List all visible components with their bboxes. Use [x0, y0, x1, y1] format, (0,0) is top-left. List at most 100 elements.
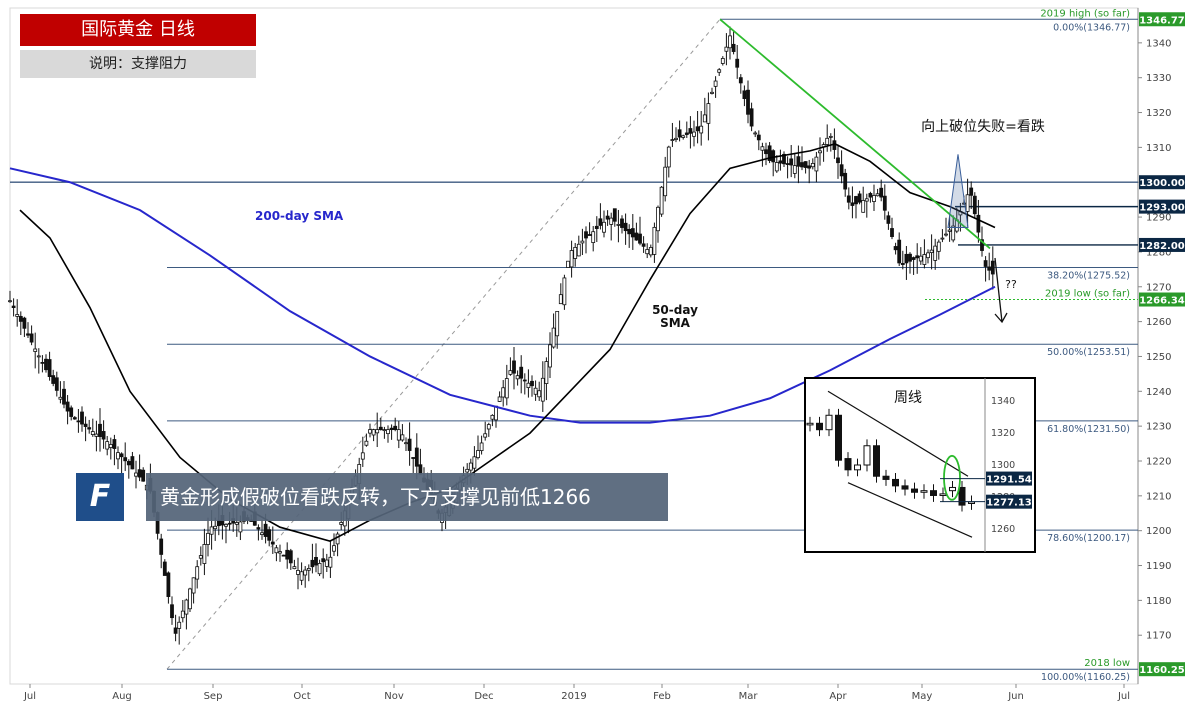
- inset-candle-up: [863, 445, 871, 466]
- inset-price-tag-label: 1291.54: [986, 475, 1032, 486]
- candle-down: [216, 519, 221, 527]
- candle-up: [184, 599, 189, 615]
- candle-down: [47, 359, 52, 377]
- candle-up: [8, 300, 12, 303]
- inset-candle-down: [816, 422, 823, 431]
- candle-up: [681, 135, 686, 138]
- candle-up: [58, 396, 63, 400]
- sma200-label: 200-day SMA: [255, 209, 344, 223]
- candle-up: [526, 382, 531, 389]
- x-tick-label: Sep: [204, 691, 223, 702]
- candle-up: [818, 150, 822, 154]
- fib-label: 78.60%(1200.17): [1047, 533, 1130, 544]
- candle-up: [706, 103, 711, 124]
- candle-down: [411, 457, 416, 459]
- candle-down: [407, 438, 412, 451]
- candle-down: [44, 358, 48, 371]
- inset-y-tick-label: 1340: [991, 396, 1015, 407]
- candle-down: [612, 208, 617, 222]
- candle-up: [724, 46, 729, 52]
- candle-up: [375, 429, 380, 434]
- candle-down: [800, 162, 804, 168]
- inset-breakout-circle: [943, 454, 961, 501]
- level-label: 2019 low (so far): [1045, 289, 1130, 300]
- candle-down: [983, 260, 988, 267]
- candle-up: [861, 200, 866, 213]
- price-tag-label: 1346.77: [1139, 15, 1185, 26]
- inset-candle-down: [911, 488, 918, 493]
- candle-up: [609, 217, 614, 225]
- candle-up: [36, 355, 41, 358]
- candle-up: [465, 468, 470, 473]
- inset-price-tag: [986, 494, 1032, 509]
- candle-up: [666, 146, 671, 168]
- headline-banner: 黄金形成假破位看跌反转，下方支撑见前低1266: [146, 473, 668, 521]
- candle-up: [573, 246, 578, 259]
- candle-up: [872, 195, 876, 202]
- candle-down: [749, 108, 754, 127]
- candle-up: [580, 240, 585, 244]
- candle-up: [274, 547, 279, 554]
- candle-down: [65, 401, 70, 412]
- candle-up: [922, 254, 927, 265]
- candle-down: [972, 195, 977, 215]
- candle-down: [530, 380, 534, 387]
- inset-price-tag-label: 1277.13: [986, 498, 1032, 509]
- candle-down: [62, 388, 66, 405]
- candle-up: [90, 431, 95, 435]
- candle-down: [638, 233, 642, 244]
- y-tick-label: 1250: [1146, 352, 1171, 363]
- candle-down: [742, 90, 747, 99]
- candle-down: [263, 523, 268, 537]
- candle-down: [414, 447, 419, 467]
- candle-down: [890, 228, 894, 237]
- candle-up: [224, 524, 228, 527]
- sma200-line: [9, 167, 996, 424]
- candle-up: [555, 310, 560, 337]
- y-tick-label: 1230: [1146, 422, 1171, 433]
- candle-up: [116, 452, 120, 460]
- candle-up: [551, 327, 556, 348]
- candle-up: [710, 91, 714, 94]
- y-tick-label: 1340: [1146, 38, 1171, 49]
- price-tag: [1139, 292, 1185, 307]
- candle-up: [386, 429, 390, 435]
- candle-up: [544, 361, 549, 384]
- candle-down: [843, 172, 848, 190]
- price-tag: [1139, 199, 1185, 214]
- logo-letter: F: [89, 479, 111, 514]
- candle-up: [760, 146, 765, 151]
- candle-up: [663, 166, 668, 197]
- candle-down: [54, 377, 59, 391]
- candle-down: [40, 361, 45, 364]
- fib-label: 50.00%(1253.51): [1047, 347, 1130, 358]
- candle-up: [33, 348, 38, 352]
- candle-up: [317, 562, 322, 575]
- candle-down: [908, 253, 912, 262]
- candle-up: [753, 132, 758, 135]
- candle-up: [177, 621, 182, 629]
- price-tag: [1139, 662, 1185, 677]
- inset-candle-up: [949, 486, 956, 492]
- candle-up: [864, 198, 869, 202]
- candle-up: [674, 137, 678, 140]
- candle-up: [206, 532, 210, 545]
- candle-down: [83, 423, 88, 427]
- candle-up: [368, 429, 372, 434]
- candle-up: [105, 441, 110, 450]
- y-tick-label: 1260: [1146, 317, 1171, 328]
- candle-down: [868, 193, 873, 198]
- candle-down: [893, 246, 898, 251]
- candle-down: [976, 214, 981, 233]
- candle-down: [756, 134, 761, 141]
- y-tick-label: 1330: [1146, 73, 1171, 84]
- candle-up: [396, 429, 401, 441]
- candle-up: [191, 577, 196, 594]
- candle-down: [771, 150, 776, 163]
- candle-up: [400, 434, 405, 441]
- candle-up: [134, 472, 138, 477]
- candle-down: [267, 529, 272, 541]
- y-tick-label: 1170: [1146, 631, 1171, 642]
- candle-down: [51, 375, 56, 384]
- candle-down: [969, 187, 974, 196]
